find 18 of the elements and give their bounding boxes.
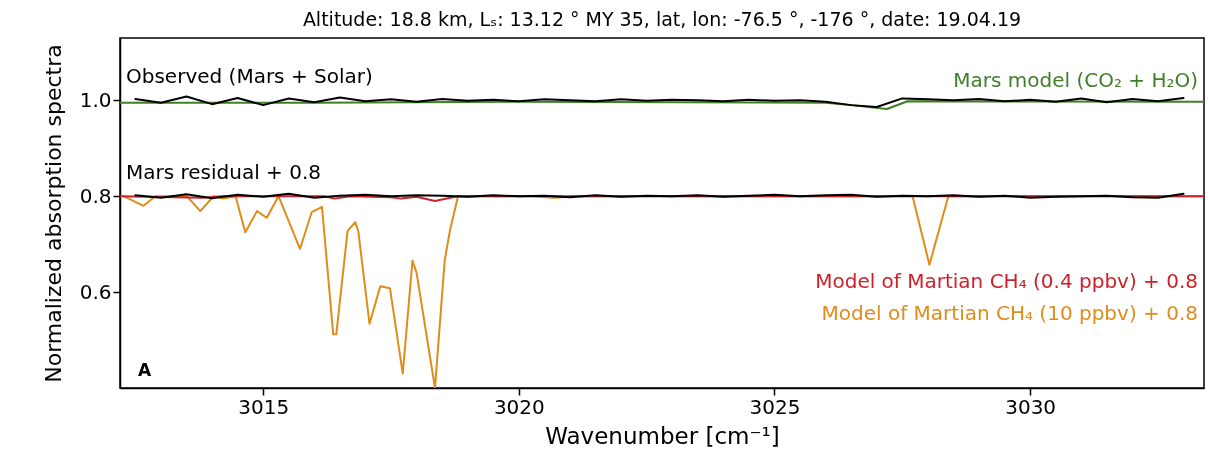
x-tick-label: 3030 — [1005, 394, 1057, 419]
series-label: Observed (Mars + Solar) — [126, 63, 373, 88]
x-tick-label: 3015 — [238, 394, 290, 419]
x-axis-title: Wavenumber [cm⁻¹] — [545, 422, 780, 449]
text: Model of Martian CH₄ (10 ppbv) + 0.8 — [821, 301, 1198, 326]
y-tick-label: 0.6 — [79, 279, 112, 304]
y-axis-title: Normalized absorption spectra — [40, 44, 66, 383]
chart-title: Altitude: 18.8 km, Lₛ: 13.12 ° MY 35, lat, lon: -76.5 °, -176 °, date: 19.04.19 — [302, 8, 1022, 30]
y-tick-label: 0.8 — [79, 183, 112, 208]
series-label: Mars residual + 0.8 — [126, 160, 322, 185]
text: Model of Martian CH₄ (0.4 ppbv) + 0.8 — [815, 269, 1198, 294]
x-tick-label: 3020 — [493, 394, 545, 419]
line-series — [134, 95, 1185, 109]
x-tick-label: 3025 — [749, 394, 801, 419]
series-label: Mars model (CO₂ + H₂O) — [953, 67, 1198, 92]
annotation: A — [138, 360, 152, 380]
y-tick-label: 1.0 — [79, 87, 112, 112]
line-series — [120, 100, 1204, 110]
